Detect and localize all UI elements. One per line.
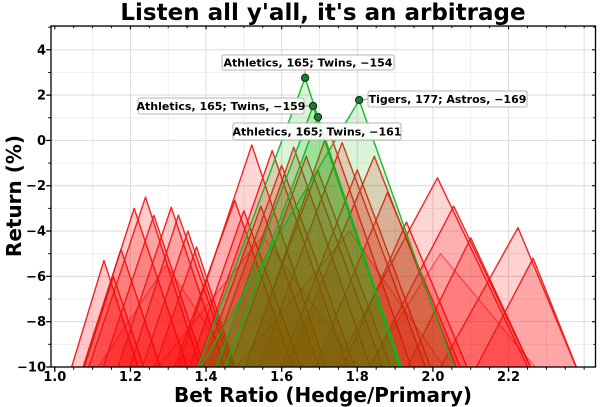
losing-hedges-triangle <box>176 144 327 367</box>
tick-labels: 1.0 1.2 1.4 1.6 1.8 2.0 2.2 4 2 0 −2 −4 −6 −8 −10 <box>17 43 520 385</box>
y-tick-label: −8 <box>26 315 46 330</box>
y-axis-label: Return (%) <box>2 135 26 257</box>
x-tick-label: 1.0 <box>43 370 66 385</box>
x-tick-label: 1.4 <box>195 370 218 385</box>
x-tick-label: 1.8 <box>346 370 369 385</box>
y-tick-label: 4 <box>37 43 46 58</box>
x-tick-label: 1.6 <box>270 370 293 385</box>
losing-hedges-triangle <box>70 259 139 367</box>
losing-hedges-triangle <box>216 146 371 367</box>
annotation-label: Athletics, 165; Twins, −159 <box>137 100 306 113</box>
x-tick-label: 2.0 <box>421 370 444 385</box>
losing-hedges-triangle <box>475 257 578 367</box>
x-tick-label: 1.2 <box>119 370 142 385</box>
losing-hedges-triangle <box>439 226 577 367</box>
plot-border <box>50 25 597 368</box>
annotation-box <box>221 54 395 71</box>
losing-hedges-triangle <box>229 155 384 367</box>
annotation-box <box>137 97 305 115</box>
losing-hedges-triangle <box>196 149 349 367</box>
losing-hedges-triangle <box>258 141 427 367</box>
y-tick-label: 0 <box>37 134 46 149</box>
arbitrage-peak-marker <box>300 73 310 83</box>
losing-hedges-triangle <box>366 253 536 367</box>
losing-hedges-triangle <box>82 207 188 367</box>
y-tick-label: −4 <box>26 225 46 240</box>
triangle-series <box>70 77 578 367</box>
y-tick-label: −2 <box>26 179 46 194</box>
losing-hedges-triangle <box>369 205 532 367</box>
annotations: Athletics, 165; Twins, −154 Athletics, 16… <box>137 54 528 141</box>
y-tick-label: −6 <box>26 270 46 285</box>
arbitrage-peak-marker <box>308 101 318 111</box>
arbitrage-peak-marker <box>354 95 364 105</box>
losing-hedges-triangle <box>117 206 226 367</box>
arbitrage-peak-marker <box>313 112 323 122</box>
annotation-label: Tigers, 177; Astros, −169 <box>369 93 527 106</box>
losing-hedges-triangle <box>313 191 462 367</box>
annotation-label: Athletics, 165; Twins, −161 <box>233 126 402 139</box>
arbitrage-hedges-triangle <box>199 99 455 367</box>
y-tick-label: −10 <box>17 361 46 376</box>
axes <box>46 25 597 372</box>
losing-hedges-triangle <box>341 221 468 367</box>
arbitrage-hedges-triangle <box>215 105 401 367</box>
x-tick-label: 2.2 <box>497 370 520 385</box>
losing-hedges-triangle <box>406 237 532 367</box>
annotation-box <box>367 90 528 108</box>
annotation-box <box>232 122 402 141</box>
gridlines <box>51 26 596 367</box>
chart-title: Listen all y'all, it's an arbitrage <box>120 0 525 26</box>
losing-hedges-triangle <box>83 275 145 367</box>
losing-hedges-triangle <box>245 128 412 367</box>
y-tick-label: 2 <box>37 89 46 104</box>
x-axis-label: Bet Ratio (Hedge/Primary) <box>174 383 472 407</box>
annotation-label: Athletics, 165; Twins, −154 <box>224 57 393 70</box>
